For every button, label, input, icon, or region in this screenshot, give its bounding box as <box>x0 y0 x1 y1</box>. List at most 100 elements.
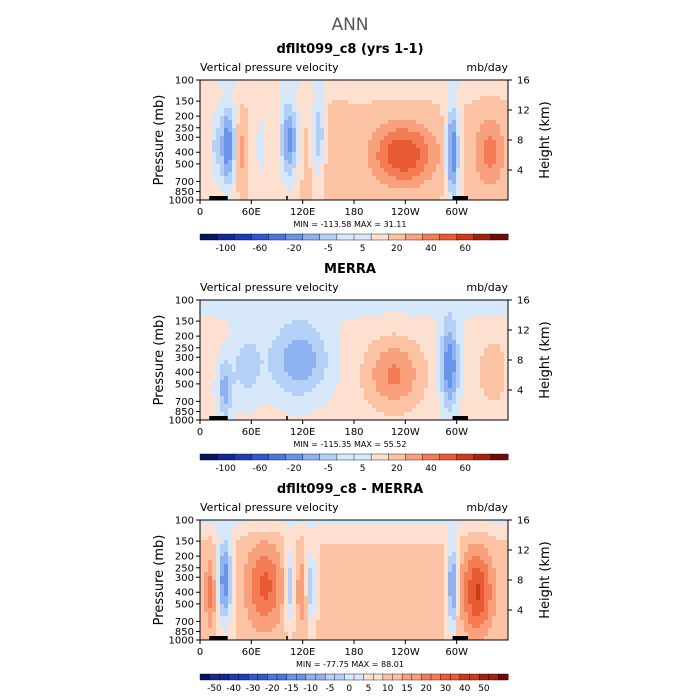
field-cell <box>504 120 509 125</box>
field-cell <box>504 196 509 201</box>
field-cell <box>368 124 373 129</box>
field-cell <box>264 408 269 413</box>
field-cell <box>264 180 269 185</box>
field-cell <box>216 312 221 317</box>
field-cell <box>256 384 261 389</box>
field-cell <box>284 348 289 353</box>
field-cell <box>472 128 477 133</box>
field-cell <box>464 360 469 365</box>
field-cell <box>264 152 269 157</box>
field-cell <box>400 120 405 125</box>
field-cell <box>308 524 313 529</box>
field-cell <box>316 324 321 329</box>
field-cell <box>356 180 361 185</box>
field-cell <box>292 300 297 305</box>
field-cell <box>388 124 393 129</box>
field-cell <box>236 332 241 337</box>
field-cell <box>412 124 417 129</box>
field-cell <box>204 376 209 381</box>
field-cell <box>372 92 377 97</box>
colorbar-swatch <box>439 233 458 241</box>
field-cell <box>324 368 329 373</box>
field-cell <box>436 92 441 97</box>
field-cell <box>256 80 261 85</box>
field-cell <box>284 124 289 129</box>
field-cell <box>440 320 445 325</box>
field-cell <box>224 104 229 109</box>
field-cell <box>320 400 325 405</box>
field-cell <box>392 364 397 369</box>
field-cell <box>236 520 241 525</box>
field-cell <box>416 144 421 149</box>
field-cell <box>216 152 221 157</box>
field-cell <box>264 380 269 385</box>
field-cell <box>380 88 385 93</box>
field-cell <box>488 156 493 161</box>
field-cell <box>392 408 397 413</box>
field-cell <box>480 368 485 373</box>
field-cell <box>476 352 481 357</box>
field-cell <box>284 356 289 361</box>
field-cell <box>332 384 337 389</box>
field-cell <box>472 132 477 137</box>
field-cell <box>312 320 317 325</box>
field-cell <box>296 404 301 409</box>
field-cell <box>300 404 305 409</box>
field-cell <box>448 372 453 377</box>
field-cell <box>212 156 217 161</box>
field-cell <box>272 168 277 173</box>
field-cell <box>268 340 273 345</box>
field-cell <box>356 172 361 177</box>
field-cell <box>232 168 237 173</box>
field-cell <box>340 384 345 389</box>
field-cell <box>312 124 317 129</box>
field-cells <box>200 520 509 641</box>
colorbar-label: 5 <box>360 464 366 474</box>
field-cell <box>352 400 357 405</box>
field-cell <box>484 144 489 149</box>
field-cell <box>392 328 397 333</box>
field-cell <box>212 368 217 373</box>
field-cell <box>232 404 237 409</box>
field-cell <box>468 384 473 389</box>
field-cell <box>272 524 277 529</box>
topography <box>286 196 288 200</box>
field-cell <box>444 356 449 361</box>
field-cell <box>384 392 389 397</box>
field-cell <box>368 404 373 409</box>
field-cell <box>472 408 477 413</box>
field-cell <box>356 408 361 413</box>
field-cell <box>300 116 305 121</box>
field-cell <box>324 320 329 325</box>
field-cell <box>376 132 381 137</box>
field-cell <box>280 356 285 361</box>
field-cell <box>204 156 209 161</box>
field-cell <box>232 180 237 185</box>
field-cell <box>360 92 365 97</box>
colorbar-label: -5 <box>324 464 333 474</box>
field-cell <box>296 112 301 117</box>
field-cell <box>260 308 265 313</box>
field-cell <box>348 332 353 337</box>
field-cell <box>212 152 217 157</box>
field-cell <box>208 404 213 409</box>
field-cell <box>268 128 273 133</box>
field-cell <box>372 308 377 313</box>
field-cell <box>272 400 277 405</box>
field-cell <box>392 404 397 409</box>
field-cell <box>352 308 357 313</box>
field-cell <box>296 172 301 177</box>
field-cell <box>336 84 341 89</box>
field-cell <box>260 316 265 321</box>
field-cell <box>388 376 393 381</box>
field-cell <box>312 412 317 417</box>
field-cell <box>220 520 225 525</box>
field-cell <box>492 156 497 161</box>
field-cell <box>444 408 449 413</box>
field-cell <box>264 188 269 193</box>
field-cell <box>240 412 245 417</box>
field-cell <box>280 168 285 173</box>
field-cell <box>300 412 305 417</box>
field-cell <box>412 304 417 309</box>
field-cell <box>244 368 249 373</box>
